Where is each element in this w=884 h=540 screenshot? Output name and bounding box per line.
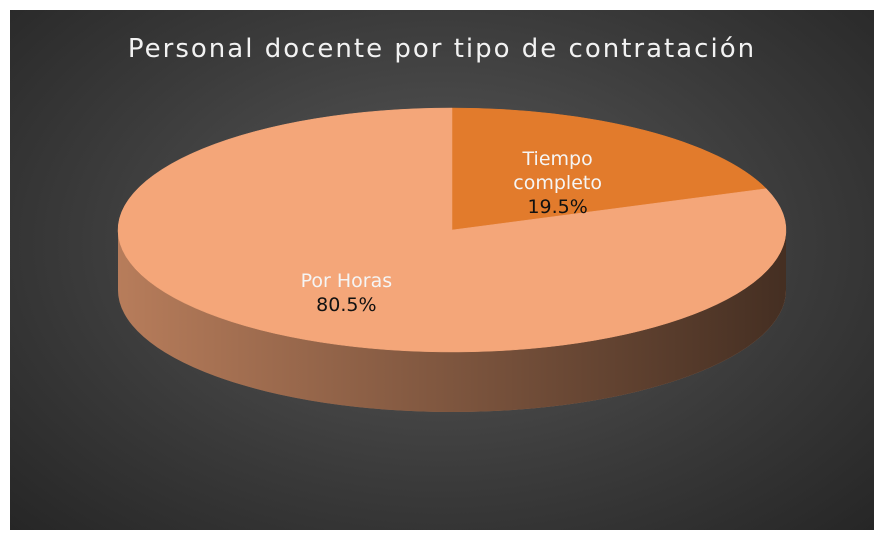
slice-side-shade (118, 230, 786, 412)
value-label: 19.5% (527, 196, 588, 219)
category-label: Tiempo completo (513, 148, 602, 195)
slice-label: Por Horas 80.5% (281, 269, 411, 317)
slice (451, 107, 767, 231)
slice-label: Tiempo completo 19.5% (493, 147, 623, 219)
value-label: 80.5% (316, 293, 377, 316)
chart-title: Personal docente por tipo de contratació… (128, 34, 756, 64)
category-label: Por Horas (300, 269, 393, 292)
slice (117, 107, 787, 353)
